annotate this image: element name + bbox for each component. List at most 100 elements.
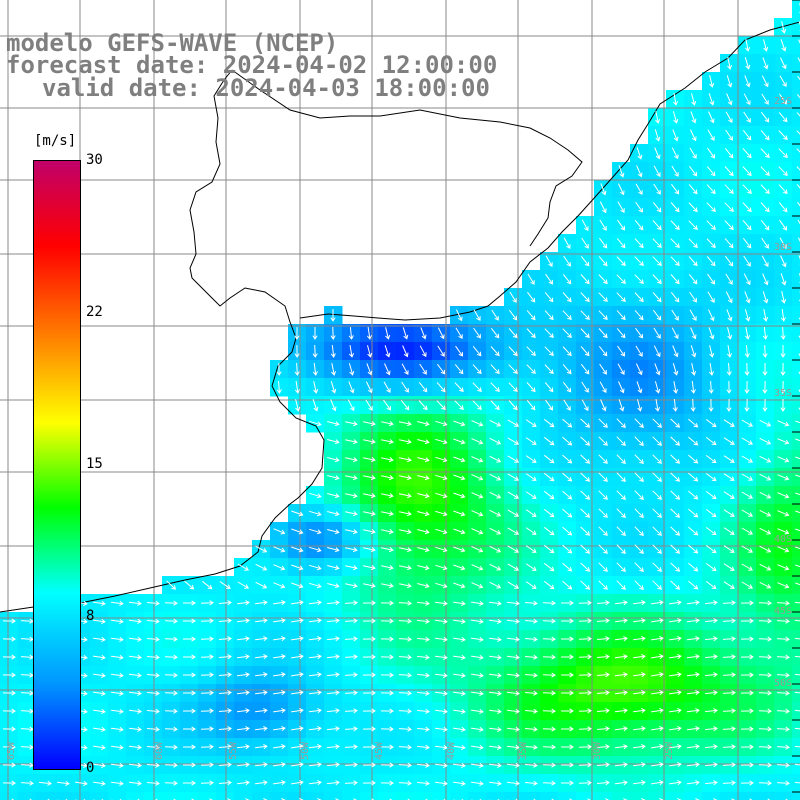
wind-arrow <box>525 527 537 535</box>
wind-arrow <box>688 273 698 285</box>
wind-arrow <box>255 708 268 714</box>
wind-arrow <box>506 780 520 786</box>
wind-arrow <box>652 220 662 231</box>
wind-arrow <box>744 362 750 376</box>
wind-arrow <box>416 690 430 696</box>
wind-arrow <box>507 581 519 589</box>
wind-arrow <box>128 690 142 696</box>
wind-arrow <box>276 362 282 376</box>
wind-arrow <box>671 147 679 160</box>
wind-arrow <box>580 346 590 357</box>
wind-arrow <box>93 636 106 642</box>
wind-arrow <box>563 381 572 393</box>
wind-arrow <box>740 654 754 660</box>
wind-arrow <box>273 636 286 642</box>
wind-arrow <box>616 310 626 321</box>
wind-arrow <box>689 129 697 142</box>
wind-cell <box>792 576 800 595</box>
wind-cell <box>270 792 289 800</box>
wind-arrow <box>617 345 626 357</box>
wind-arrow <box>651 690 664 696</box>
wind-arrow <box>526 364 536 374</box>
wind-arrow <box>686 726 700 732</box>
wind-arrow <box>273 582 286 589</box>
wind-arrow <box>688 508 699 518</box>
wind-cell <box>792 612 800 631</box>
wind-arrow <box>418 381 428 393</box>
wind-arrow <box>616 436 626 446</box>
wind-arrow <box>381 565 394 571</box>
wind-arrow <box>417 565 430 571</box>
wind-arrow <box>344 618 358 624</box>
wind-cell <box>792 234 800 253</box>
wind-arrow <box>763 309 769 322</box>
wind-arrow <box>669 636 682 642</box>
wind-arrow <box>294 344 300 358</box>
wind-arrow <box>670 238 680 248</box>
wind-arrow <box>2 672 16 678</box>
wind-cell <box>486 792 505 800</box>
wind-arrow <box>326 636 340 642</box>
wind-arrow <box>200 744 214 750</box>
wind-arrow <box>255 636 268 642</box>
wind-arrow <box>614 762 628 768</box>
wind-arrow <box>578 762 592 768</box>
wind-arrow <box>780 362 786 376</box>
wind-cell <box>792 774 800 793</box>
wind-arrow <box>544 364 554 375</box>
wind-arrow <box>363 475 376 481</box>
wind-arrow <box>653 183 661 195</box>
wind-arrow <box>760 219 770 231</box>
wind-arrow <box>743 111 751 123</box>
wind-arrow <box>598 490 608 500</box>
wind-arrow <box>690 111 697 124</box>
wind-arrow <box>509 309 518 321</box>
wind-arrow <box>111 618 124 624</box>
wind-arrow <box>633 744 646 750</box>
wind-arrow <box>634 526 644 536</box>
wind-arrow <box>794 691 800 694</box>
wind-cell <box>396 792 415 800</box>
wind-arrow <box>761 93 769 105</box>
wind-arrow <box>327 547 340 553</box>
wind-arrow <box>759 509 772 517</box>
wind-arrow <box>348 326 354 340</box>
wind-arrow <box>489 690 502 696</box>
wind-arrow <box>742 148 752 159</box>
wind-arrow <box>398 457 412 463</box>
wind-arrow <box>761 237 769 249</box>
wind-arrow <box>273 654 286 660</box>
wind-arrow <box>652 292 662 303</box>
wind-arrow <box>398 636 412 642</box>
wind-arrow <box>598 328 608 339</box>
wind-arrow <box>344 565 358 571</box>
wind-arrow <box>344 439 358 445</box>
wind-arrow <box>686 600 700 606</box>
wind-arrow <box>490 346 500 357</box>
wind-arrow <box>688 544 699 554</box>
wind-arrow <box>616 472 626 482</box>
wind-arrow <box>741 437 754 445</box>
wind-arrow <box>330 344 336 358</box>
wind-arrow <box>704 744 718 750</box>
wind-arrow <box>759 437 772 445</box>
wind-cell <box>72 792 91 800</box>
wind-arrow <box>722 708 736 714</box>
wind-arrow <box>381 583 394 589</box>
wind-arrow <box>561 600 574 606</box>
wind-arrow <box>762 57 769 70</box>
wind-arrow <box>183 690 196 696</box>
wind-cell <box>792 504 800 523</box>
wind-arrow <box>218 600 232 606</box>
wind-arrow <box>164 726 178 732</box>
wind-arrow <box>183 654 196 660</box>
wind-arrow <box>381 529 394 535</box>
wind-arrow <box>384 345 391 358</box>
wind-arrow <box>273 744 286 750</box>
wind-arrow <box>326 726 340 732</box>
wind-arrow <box>794 601 800 604</box>
wind-arrow <box>317 798 322 800</box>
wind-arrow <box>273 762 286 768</box>
wind-cell <box>792 648 800 667</box>
wind-arrow <box>398 583 412 589</box>
